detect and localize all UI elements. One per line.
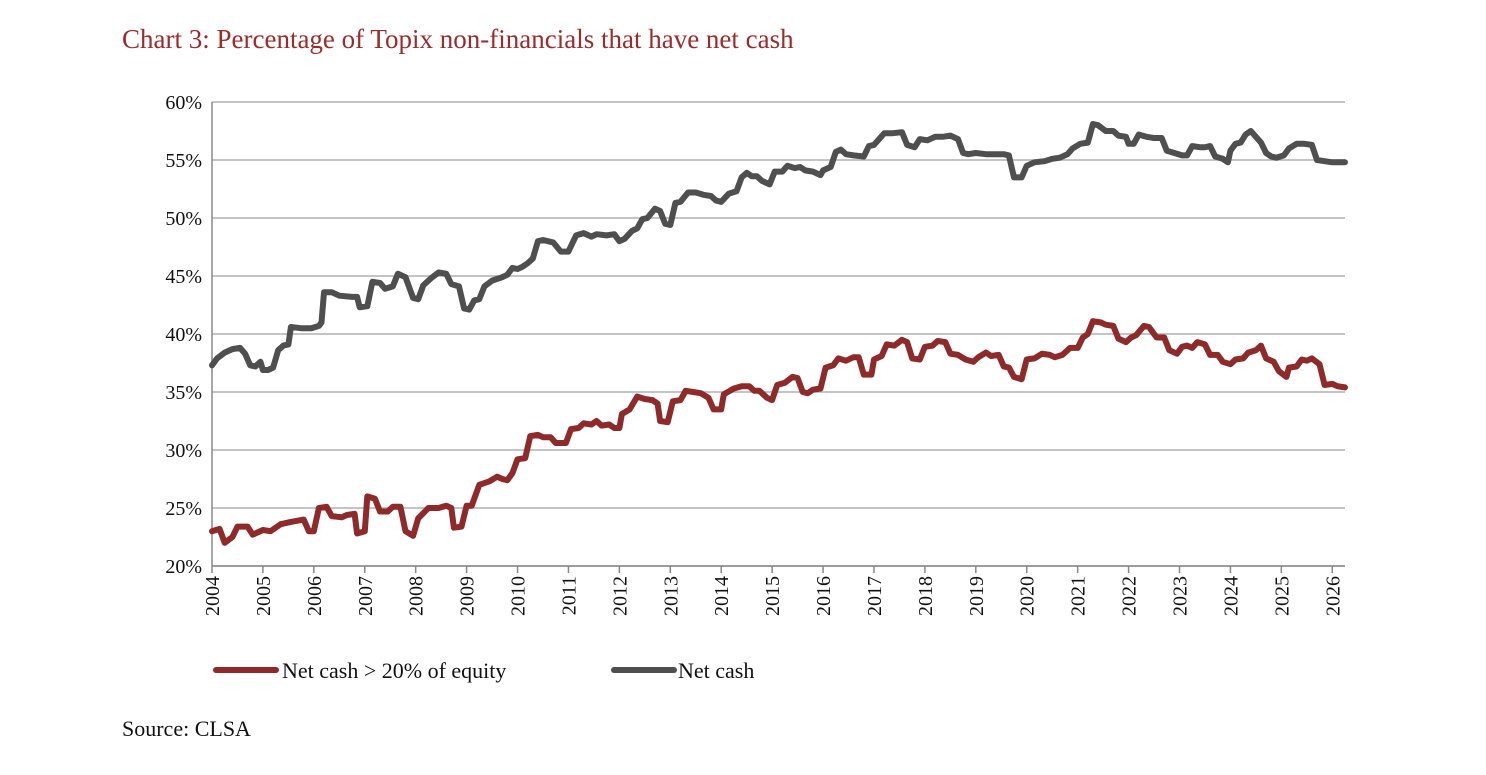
x-tick-label: 2007 [355,576,377,616]
x-tick-label: 2017 [864,576,886,616]
chart-title: Chart 3: Percentage of Topix non-financi… [122,24,794,54]
x-tick-label: 2010 [508,576,530,616]
x-tick-label: 2023 [1170,576,1192,616]
y-axis: 20% 25% 30% 35% 40% 45% 50% 55% 60% [165,92,213,578]
legend-label-net-cash-20: Net cash > 20% of equity [282,658,506,683]
y-tick-label: 30% [165,440,202,462]
y-tick-label: 60% [165,92,202,114]
series-line-net-cash [209,121,1348,373]
x-tick-label: 2009 [457,576,479,616]
series-lines [209,121,1348,546]
y-tick-label: 55% [165,150,202,172]
x-tick-label: 2022 [1119,576,1141,616]
x-tick-label: 2025 [1271,576,1293,616]
x-tick-label: 2008 [406,576,428,616]
series-line-net-cash-20 [209,318,1348,546]
y-tick-label: 50% [165,208,202,230]
source-note: Source: CLSA [122,716,251,741]
x-tick-label: 2006 [304,576,326,616]
legend-label-net-cash: Net cash [678,658,754,683]
x-tick-label: 2019 [966,576,988,616]
x-tick-label: 2011 [558,576,580,615]
y-tick-label: 25% [165,498,202,520]
x-tick-label: 2005 [253,576,275,616]
x-tick-label: 2004 [202,576,224,616]
x-tick-label: 2026 [1322,576,1344,616]
legend: Net cash > 20% of equity Net cash [213,658,754,683]
x-tick-label: 2021 [1068,576,1090,616]
y-tick-label: 45% [165,266,202,288]
x-tick-label: 2018 [915,576,937,616]
x-tick-label: 2015 [762,576,784,616]
y-tick-label: 20% [165,556,202,578]
x-tick-label: 2014 [711,576,733,616]
x-tick-label: 2024 [1220,576,1242,616]
x-tick-label: 2012 [609,576,631,616]
x-tick-label: 2016 [813,576,835,616]
y-tick-label: 40% [165,324,202,346]
x-tick-label: 2020 [1017,576,1039,616]
x-axis: 2004 2005 2006 2007 2008 2009 2010 2011 2012 2013… [202,565,1345,616]
x-tick-label: 2013 [660,576,682,616]
y-tick-label: 35% [165,382,202,404]
